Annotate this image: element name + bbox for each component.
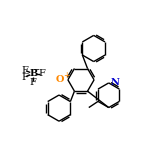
Text: O: O xyxy=(56,75,64,84)
Text: F: F xyxy=(30,78,37,87)
Text: N: N xyxy=(110,78,119,87)
Text: −: − xyxy=(32,65,39,74)
Text: F: F xyxy=(21,66,28,75)
Text: F: F xyxy=(38,69,45,78)
Text: B: B xyxy=(29,69,37,78)
Text: F: F xyxy=(21,73,28,82)
Text: +: + xyxy=(63,71,69,81)
